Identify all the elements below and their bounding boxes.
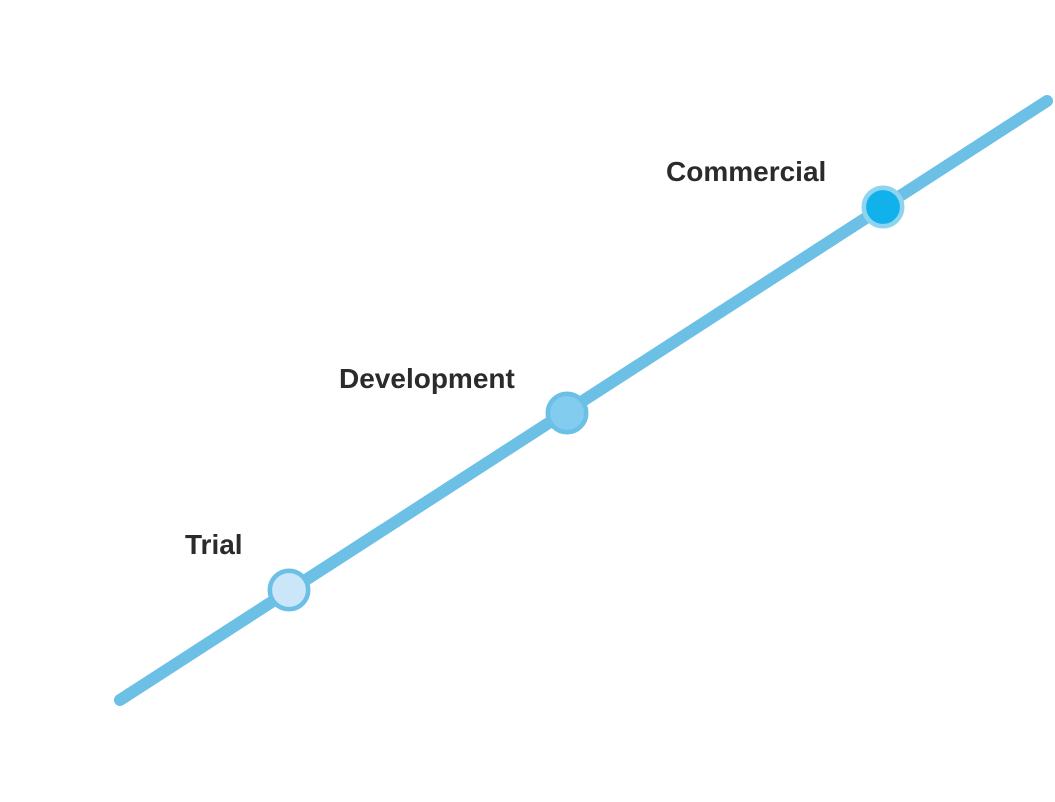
svg-text:Commercial: Commercial: [666, 156, 826, 187]
svg-text:Development: Development: [339, 363, 515, 394]
svg-text:Trial: Trial: [185, 529, 243, 560]
